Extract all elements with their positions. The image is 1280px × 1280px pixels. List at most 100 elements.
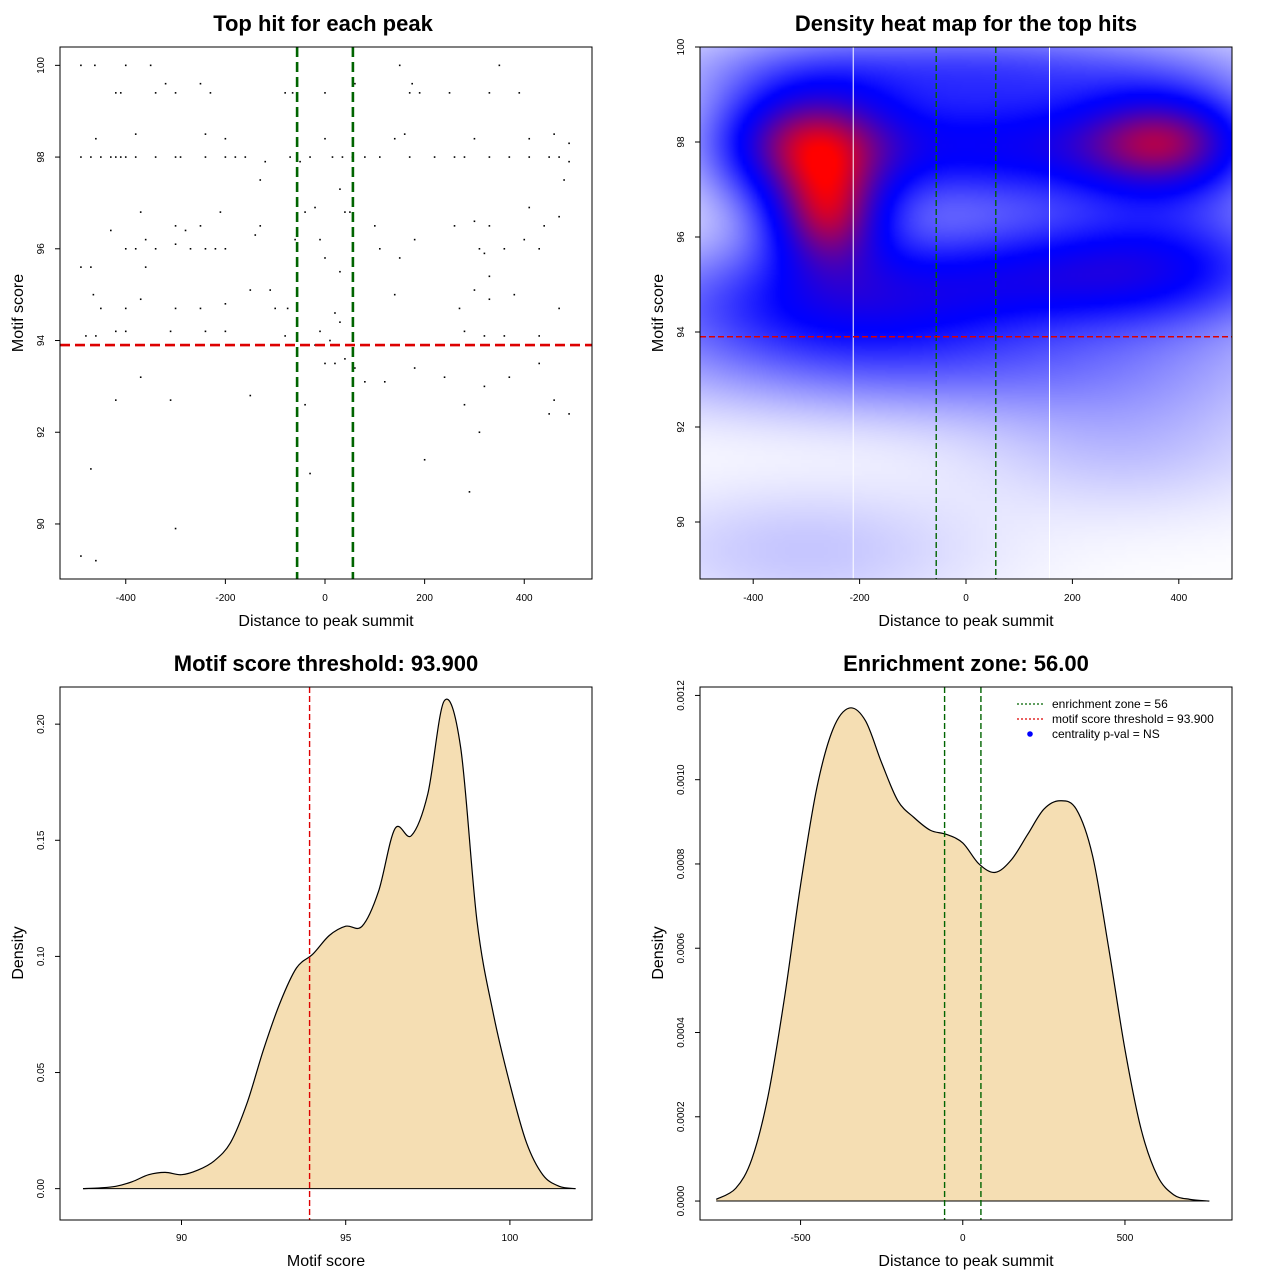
scatter-point <box>139 211 142 213</box>
scatter-point <box>199 82 202 85</box>
scatter-point <box>344 211 346 213</box>
scatter-point <box>224 303 227 305</box>
scatter-point <box>558 307 560 310</box>
scatter-point <box>174 92 177 94</box>
scatter-point <box>199 225 202 227</box>
scatter-point <box>139 298 142 301</box>
scatter-point <box>331 156 334 158</box>
scatter-point <box>124 307 127 310</box>
scatter-point <box>144 238 147 241</box>
score-density-y-tick-label: 0.15 <box>36 830 47 850</box>
scatter-point <box>558 215 560 218</box>
score-density-y-tick-label: 0.10 <box>36 946 47 966</box>
scatter-point <box>124 156 127 158</box>
scatter-x-tick-label: 0 <box>322 593 328 604</box>
scatter-point <box>453 225 456 227</box>
heatmap-x-tick-label: 200 <box>1064 593 1081 604</box>
scatter-point <box>528 137 531 140</box>
scatter-point <box>334 362 336 365</box>
distance-density-plot-frame <box>699 686 1233 1221</box>
scatter-x-label: Distance to peak summit <box>238 613 414 630</box>
scatter-point <box>134 247 137 250</box>
scatter-point <box>174 243 177 246</box>
scatter-point <box>488 225 491 227</box>
scatter-point <box>259 179 262 181</box>
score-density-y-label: Density <box>10 926 27 979</box>
score-density-y-tick-label: 0.05 <box>36 1062 47 1082</box>
scatter-point <box>548 413 550 415</box>
scatter-panel: Top hit for each peak -400 -200 0 200 400 90… <box>10 11 593 630</box>
legend-label-centrality: centrality p-val = NS <box>1052 727 1160 741</box>
heatmap-y-tick-label: 90 <box>676 516 687 528</box>
score-density-x-label: Motif score <box>287 1253 365 1270</box>
scatter-point <box>224 137 227 140</box>
scatter-point <box>309 156 311 158</box>
scatter-point <box>364 156 366 158</box>
distance-density-y-ticks: 0.0000 0.0002 0.0004 0.0006 0.0008 0.0010 0.00… <box>676 680 700 1216</box>
scatter-point <box>90 266 92 268</box>
heatmap-x-tick-label: -200 <box>850 593 870 604</box>
scatter-point <box>341 156 344 158</box>
scatter-point <box>548 156 550 158</box>
scatter-point <box>154 247 157 250</box>
score-density-x-tick-label: 90 <box>176 1233 188 1244</box>
scatter-point <box>94 64 96 67</box>
scatter-point <box>374 225 376 227</box>
scatter-point <box>329 339 331 342</box>
scatter-point <box>234 156 237 158</box>
scatter-point <box>134 156 137 158</box>
heatmap-plot-frame <box>699 46 1233 580</box>
distance-density-title: Enrichment zone: 56.00 <box>843 651 1089 676</box>
heatmap-x-label: Distance to peak summit <box>878 613 1054 630</box>
scatter-point <box>488 275 491 278</box>
scatter-point <box>364 380 366 383</box>
scatter-point <box>483 252 486 255</box>
scatter-point <box>339 321 341 323</box>
score-density-plot-frame <box>59 686 593 1221</box>
heatmap-density-image <box>700 47 1232 579</box>
scatter-point <box>284 335 286 337</box>
scatter-y-tick-label: 96 <box>36 243 47 255</box>
distance-density-x-tick-label: 0 <box>960 1233 966 1244</box>
scatter-point <box>304 403 306 406</box>
scatter-point <box>169 399 172 401</box>
scatter-point <box>393 137 396 140</box>
heatmap-x-tick-label: -400 <box>743 593 763 604</box>
scatter-point <box>324 92 326 94</box>
score-density-fill <box>82 699 576 1189</box>
scatter-point <box>100 307 102 310</box>
scatter-point <box>448 92 451 94</box>
scatter-point <box>80 64 82 67</box>
heatmap-reference-lines <box>700 47 1232 579</box>
score-density-area <box>82 698 576 1190</box>
distance-density-curve <box>715 707 1210 1202</box>
scatter-point <box>209 92 212 94</box>
score-density-y-ticks: 0.00 0.05 0.10 0.15 0.20 <box>36 714 60 1198</box>
scatter-point <box>344 358 346 360</box>
scatter-point <box>411 82 413 85</box>
legend-label-enrichment: enrichment zone = 56 <box>1052 697 1168 711</box>
scatter-point <box>164 82 167 85</box>
score-density-curve <box>82 698 576 1190</box>
score-density-x-tick-label: 100 <box>502 1233 519 1244</box>
scatter-point <box>518 92 521 94</box>
scatter-point <box>473 137 476 140</box>
legend-dot-centrality <box>1027 731 1033 737</box>
scatter-point <box>563 179 565 181</box>
scatter-point <box>508 156 511 158</box>
scatter-point <box>291 92 294 94</box>
scatter-point <box>538 247 540 250</box>
scatter-point <box>488 156 491 158</box>
scatter-point <box>174 307 177 310</box>
distance-density-x-tick-label: 500 <box>1117 1233 1134 1244</box>
scatter-point <box>224 247 227 250</box>
scatter-y-tick-label: 94 <box>36 335 47 347</box>
scatter-point <box>119 92 122 94</box>
scatter-point <box>378 156 381 158</box>
scatter-point <box>324 362 326 365</box>
distance-density-y-tick-label: 0.0012 <box>676 680 687 711</box>
scatter-point <box>543 225 545 227</box>
scatter-point <box>413 367 416 369</box>
scatter-points <box>80 64 570 562</box>
scatter-point <box>553 399 555 401</box>
